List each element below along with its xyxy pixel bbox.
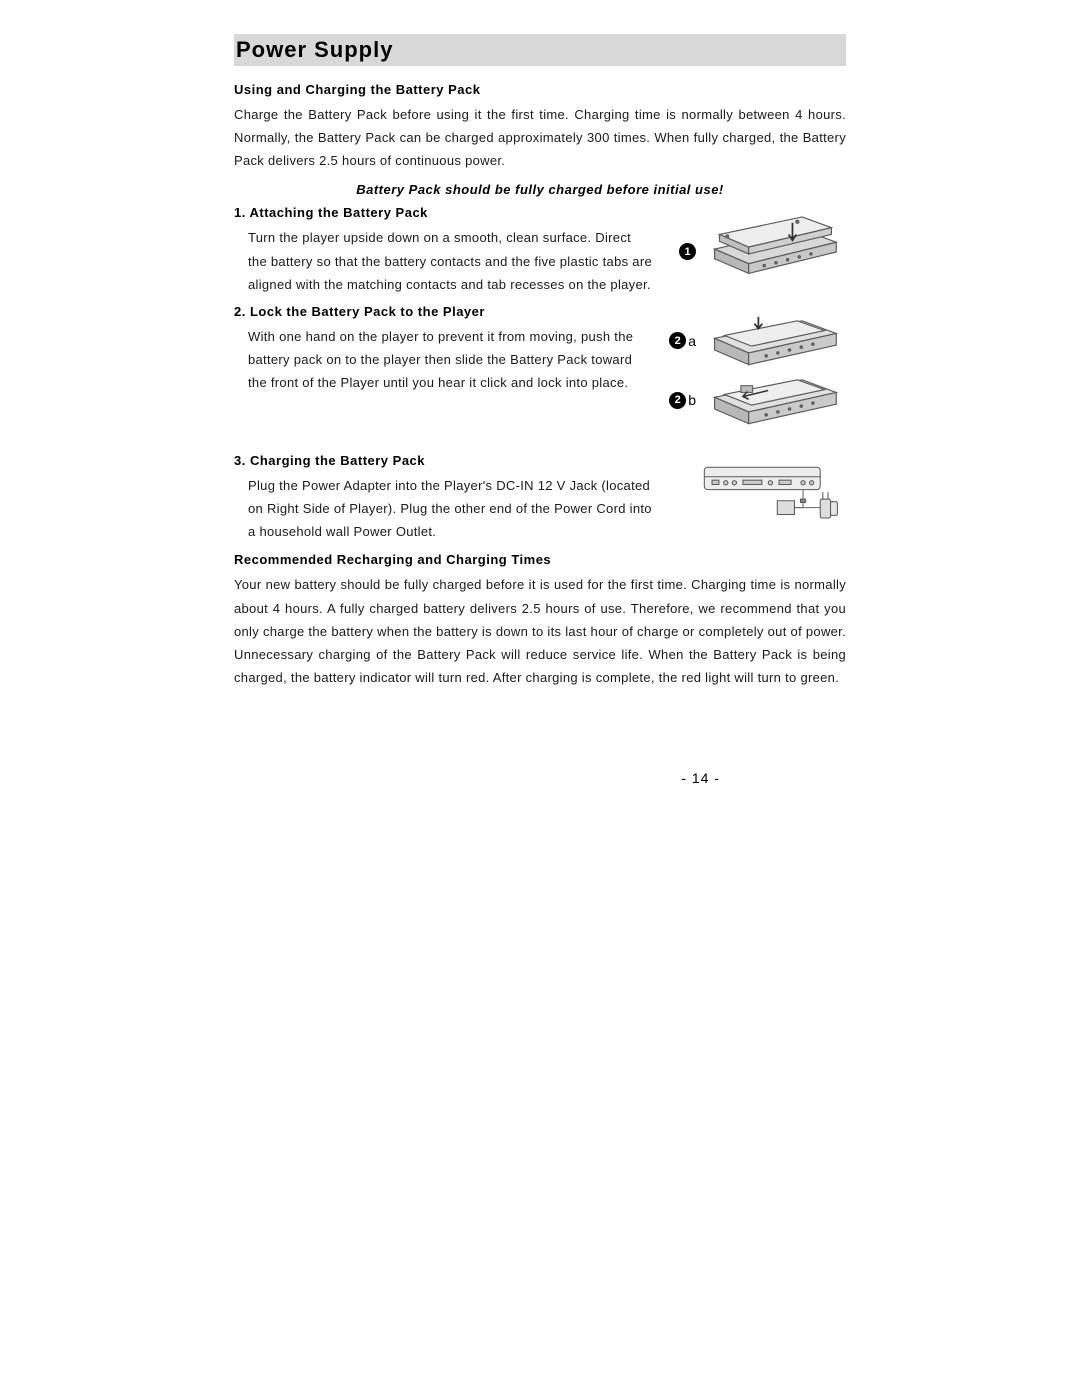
step-2-body: With one hand on the player to prevent i… <box>234 325 652 394</box>
fig-letter-2a: a <box>688 333 696 349</box>
step-3-body: Plug the Power Adapter into the Player's… <box>234 474 652 543</box>
intro-text: Charge the Battery Pack before using it … <box>234 103 846 172</box>
recommend-heading: Recommended Recharging and Charging Time… <box>234 552 846 567</box>
fig-num-1-icon: 1 <box>679 243 696 260</box>
warning-text: Battery Pack should be fully charged bef… <box>234 182 846 197</box>
step-1-figure: 1 <box>668 205 846 288</box>
step-3-heading: 3. Charging the Battery Pack <box>234 453 652 468</box>
battery-lock-b-illustration <box>700 373 846 427</box>
intro-heading: Using and Charging the Battery Pack <box>234 82 846 97</box>
charging-illustration <box>700 463 846 545</box>
step-3-figure <box>668 453 846 545</box>
step-3: 3. Charging the Battery Pack Plug the Po… <box>234 453 846 545</box>
title-bar: Power Supply <box>234 34 846 66</box>
step-2: 2. Lock the Battery Pack to the Player W… <box>234 304 846 427</box>
step-1-heading: 1. Attaching the Battery Pack <box>234 205 652 220</box>
fig-letter-2b: b <box>688 392 696 408</box>
step-1: 1. Attaching the Battery Pack Turn the p… <box>234 205 846 295</box>
step-2-heading: 2. Lock the Battery Pack to the Player <box>234 304 652 319</box>
step-2-figure: 2 a <box>668 304 846 427</box>
fig-num-2b-icon: 2 <box>669 392 686 409</box>
recommend-text: Your new battery should be fully charged… <box>234 573 846 689</box>
battery-attach-illustration <box>700 215 846 288</box>
page-number: - 14 - <box>681 770 720 786</box>
step-1-body: Turn the player upside down on a smooth,… <box>234 226 652 295</box>
battery-lock-a-illustration <box>700 314 846 368</box>
fig-num-2a-icon: 2 <box>669 332 686 349</box>
page-title: Power Supply <box>236 37 838 63</box>
